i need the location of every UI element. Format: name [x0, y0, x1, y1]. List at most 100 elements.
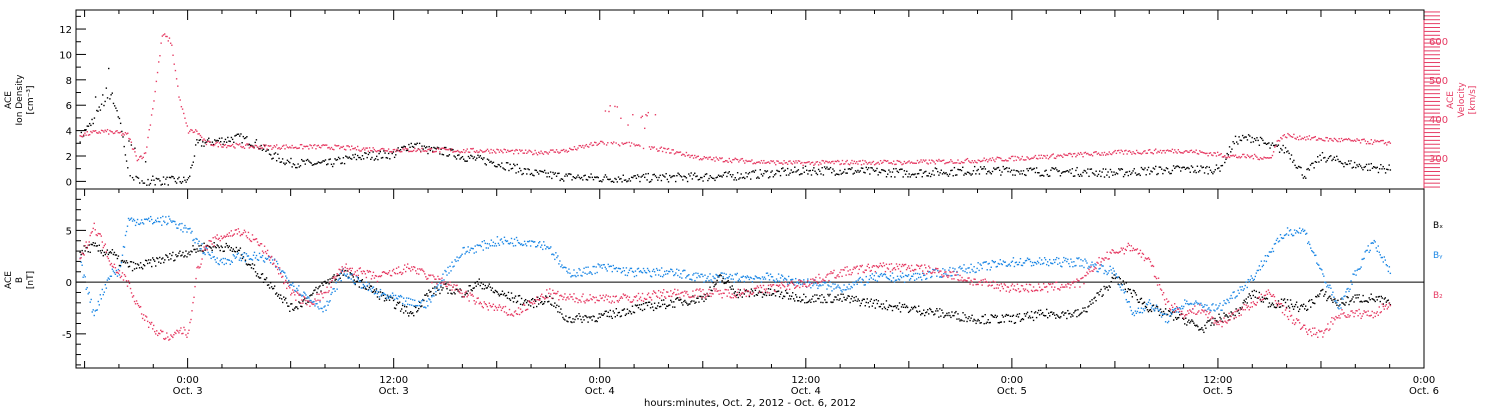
data-point: [1153, 149, 1156, 152]
top-panel-frame: [75, 9, 1425, 190]
data-point: [185, 181, 187, 183]
data-point: [486, 242, 489, 245]
data-point: [524, 243, 527, 245]
data-point: [727, 161, 729, 163]
data-point: [262, 148, 265, 150]
data-point: [1164, 169, 1166, 172]
data-point: [1084, 258, 1086, 260]
data-point: [193, 248, 195, 251]
data-point: [1104, 269, 1106, 272]
data-point: [513, 297, 516, 299]
data-point: [502, 167, 504, 169]
data-point: [316, 162, 318, 165]
data-point: [596, 320, 598, 323]
data-point: [864, 172, 866, 174]
data-point: [1206, 304, 1208, 307]
data-point: [1325, 291, 1327, 293]
data-point: [629, 180, 632, 182]
data-point: [1109, 168, 1112, 171]
data-point: [1334, 159, 1337, 162]
data-point: [949, 314, 951, 317]
data-point: [1322, 139, 1325, 142]
data-point: [1071, 261, 1073, 263]
data-point: [1232, 154, 1234, 156]
data-point: [165, 216, 167, 218]
data-point: [186, 125, 189, 127]
data-point: [455, 260, 457, 263]
data-point: [990, 159, 993, 162]
data-point: [503, 168, 505, 170]
data-point: [1000, 263, 1003, 265]
data-point: [1343, 303, 1345, 305]
data-point: [1120, 283, 1122, 285]
data-point: [1298, 227, 1301, 229]
data-point: [1193, 303, 1195, 306]
data-point: [723, 272, 725, 275]
data-point: [610, 141, 613, 144]
data-point: [983, 166, 985, 168]
data-point: [1316, 262, 1318, 264]
data-point: [719, 281, 721, 283]
data-point: [813, 167, 815, 169]
data-point: [1182, 166, 1184, 168]
data-point: [1109, 286, 1111, 288]
data-point: [90, 232, 92, 234]
data-point: [1018, 261, 1021, 264]
data-point: [222, 143, 224, 146]
data-point: [680, 298, 682, 301]
data-point: [133, 148, 135, 151]
data-point: [1041, 263, 1044, 265]
data-point: [1252, 279, 1254, 281]
data-point: [416, 304, 418, 307]
data-point: [553, 305, 555, 307]
data-point: [461, 155, 464, 158]
data-point: [342, 274, 344, 276]
data-point: [800, 300, 802, 303]
data-point: [945, 162, 947, 164]
data-point: [1179, 307, 1181, 309]
data-point: [580, 274, 582, 277]
data-point: [1371, 298, 1373, 300]
data-point: [675, 272, 677, 274]
data-point: [101, 241, 104, 243]
data-point: [689, 303, 691, 305]
data-point: [402, 297, 405, 299]
data-point: [1216, 308, 1218, 310]
data-point: [123, 145, 125, 148]
data-point: [1151, 305, 1154, 308]
data-point: [1201, 304, 1203, 306]
data-point: [521, 149, 523, 151]
data-point: [932, 170, 934, 172]
data-point: [1291, 136, 1294, 138]
data-point: [1072, 265, 1074, 268]
data-point: [867, 167, 870, 169]
data-point: [969, 319, 971, 322]
data-point: [1252, 157, 1255, 160]
data-point: [571, 149, 573, 151]
data-point: [960, 161, 963, 163]
data-point: [772, 293, 775, 295]
data-point: [690, 301, 692, 303]
data-point: [1126, 153, 1128, 155]
data-point: [391, 151, 393, 153]
data-point: [674, 152, 677, 154]
data-point: [1375, 296, 1377, 298]
data-point: [1374, 139, 1376, 141]
data-point: [604, 174, 607, 176]
data-point: [1190, 165, 1193, 167]
data-point: [530, 240, 533, 242]
data-point: [1384, 297, 1387, 299]
data-point: [1206, 152, 1208, 155]
data-point: [356, 145, 359, 148]
data-point: [1141, 303, 1144, 305]
data-point: [108, 251, 111, 254]
data-point: [953, 270, 955, 273]
data-point: [1088, 305, 1090, 307]
data-point: [159, 180, 161, 182]
data-point: [271, 288, 274, 290]
data-point: [194, 248, 196, 251]
data-point: [864, 160, 866, 162]
data-point: [858, 171, 860, 173]
data-point: [1242, 302, 1244, 304]
data-point: [532, 174, 534, 176]
